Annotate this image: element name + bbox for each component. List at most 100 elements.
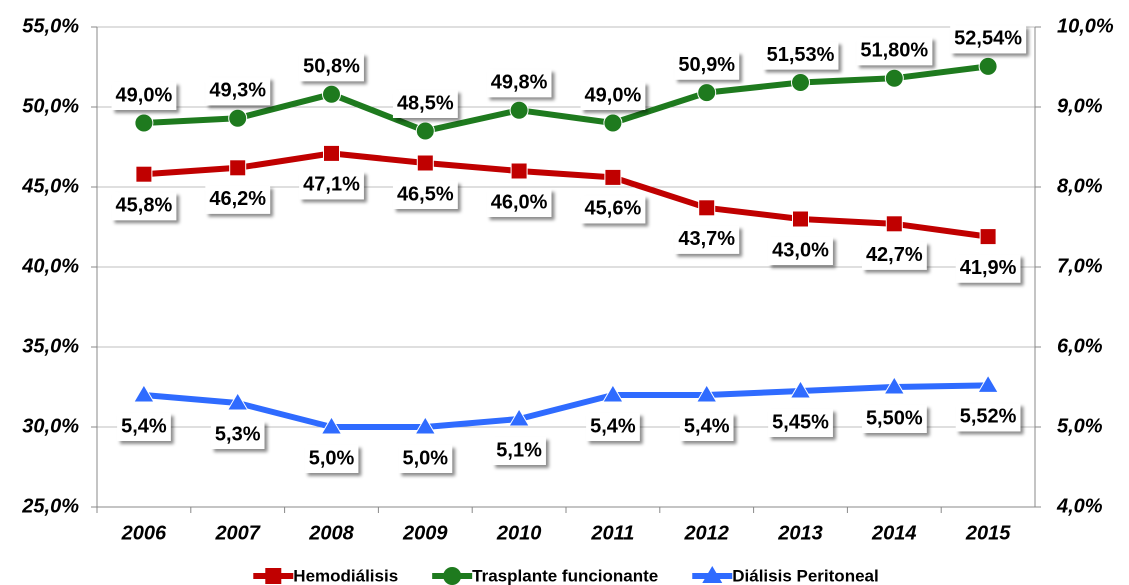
value-label: 5,1% xyxy=(496,439,542,461)
label-box xyxy=(398,445,453,473)
label-box xyxy=(210,421,265,449)
data-point xyxy=(416,154,434,172)
label-box xyxy=(299,171,364,200)
value-label: 52,54% xyxy=(954,28,1022,50)
label-box xyxy=(392,181,458,209)
value-label: 45,8% xyxy=(116,194,173,216)
legend-label: Hemodiálisis xyxy=(293,566,398,585)
legend-label: Trasplante funcionante xyxy=(472,566,658,585)
label-box xyxy=(679,413,734,441)
series-line xyxy=(143,382,989,430)
label-box xyxy=(586,413,640,441)
y2-tick-label: 9,0% xyxy=(1057,95,1103,117)
y2-tick-label: 4,0% xyxy=(1056,495,1103,517)
value-label: 46,0% xyxy=(491,191,548,213)
y-tick-label: 45,0% xyxy=(21,175,79,197)
x-tick-label: 2012 xyxy=(683,522,729,544)
y-tick-label: 55,0% xyxy=(22,15,79,37)
y2-tick-label: 8,0% xyxy=(1057,175,1103,197)
value-label: 5,3% xyxy=(215,423,261,445)
label-box xyxy=(950,25,1027,54)
value-label: 5,0% xyxy=(309,447,355,469)
label-box xyxy=(117,413,171,441)
label-box xyxy=(205,185,271,214)
data-point xyxy=(323,144,340,162)
data-point xyxy=(226,392,249,411)
x-tick-label: 2006 xyxy=(121,522,167,544)
y2-tick-label: 5,0% xyxy=(1057,415,1103,437)
data-point xyxy=(885,215,903,233)
label-box xyxy=(768,409,833,437)
value-label: 5,4% xyxy=(121,415,167,437)
y-tick-label: 25,0% xyxy=(21,495,79,517)
value-label: 5,52% xyxy=(960,406,1017,428)
data-point xyxy=(979,228,997,246)
legend-item: Diálisis Peritoneal xyxy=(692,566,879,585)
data-point xyxy=(415,121,435,141)
value-label: 5,50% xyxy=(866,407,923,429)
legend-label: Diálisis Peritoneal xyxy=(732,566,878,585)
label-box xyxy=(486,69,552,98)
value-label: 5,0% xyxy=(403,447,449,469)
series-line xyxy=(143,150,989,240)
value-label: 48,5% xyxy=(397,92,454,114)
data-point xyxy=(603,113,623,133)
label-box xyxy=(955,254,1021,283)
label-box xyxy=(205,77,271,106)
label-box xyxy=(111,82,177,110)
x-tick-label: 2009 xyxy=(402,522,448,544)
data-point xyxy=(510,162,528,180)
data-point xyxy=(508,408,530,427)
value-label: 49,0% xyxy=(585,84,642,106)
value-label: 42,7% xyxy=(866,244,923,266)
y2-tick-label: 6,0% xyxy=(1057,335,1103,357)
data-point xyxy=(697,83,717,103)
data-point xyxy=(134,113,154,133)
value-label: 41,9% xyxy=(960,257,1017,279)
data-point xyxy=(509,100,529,120)
y-tick-label: 40,0% xyxy=(21,255,79,277)
y-tick-label: 30,0% xyxy=(22,415,79,437)
value-label: 49,0% xyxy=(116,84,173,106)
value-label: 51,53% xyxy=(767,44,835,66)
label-box xyxy=(492,437,546,465)
value-label: 5,4% xyxy=(590,415,636,437)
x-tick-label: 2015 xyxy=(965,522,1011,544)
legend-marker xyxy=(702,566,723,583)
data-point xyxy=(133,384,155,403)
label-box xyxy=(392,90,458,118)
data-point xyxy=(602,384,624,403)
data-point xyxy=(792,210,809,228)
label-box xyxy=(955,403,1021,432)
value-label: 46,2% xyxy=(209,188,266,210)
label-box xyxy=(674,225,740,254)
value-label: 47,1% xyxy=(303,174,360,196)
data-point xyxy=(977,374,999,393)
value-label: 5,45% xyxy=(772,411,829,433)
y2-tick-label: 10,0% xyxy=(1057,15,1114,37)
value-label: 46,5% xyxy=(397,183,454,205)
label-box xyxy=(856,37,933,66)
data-point xyxy=(322,84,341,104)
data-point xyxy=(414,416,437,435)
value-label: 50,9% xyxy=(678,54,735,76)
series-line xyxy=(143,63,989,134)
value-label: 43,7% xyxy=(678,228,735,250)
label-box xyxy=(304,445,359,473)
legend-item: Trasplante funcionante xyxy=(432,566,658,585)
data-point xyxy=(791,73,810,93)
data-point xyxy=(320,416,343,435)
x-tick-label: 2014 xyxy=(871,522,917,544)
data-point xyxy=(695,384,718,403)
value-label: 43,0% xyxy=(772,239,829,261)
data-point xyxy=(228,108,248,128)
label-box xyxy=(486,189,552,217)
value-label: 50,8% xyxy=(303,55,360,77)
legend-marker xyxy=(443,567,462,585)
label-box xyxy=(762,41,839,70)
x-tick-label: 2013 xyxy=(777,522,823,544)
label-box xyxy=(674,51,740,80)
x-tick-label: 2007 xyxy=(214,522,260,544)
data-point xyxy=(978,56,998,76)
